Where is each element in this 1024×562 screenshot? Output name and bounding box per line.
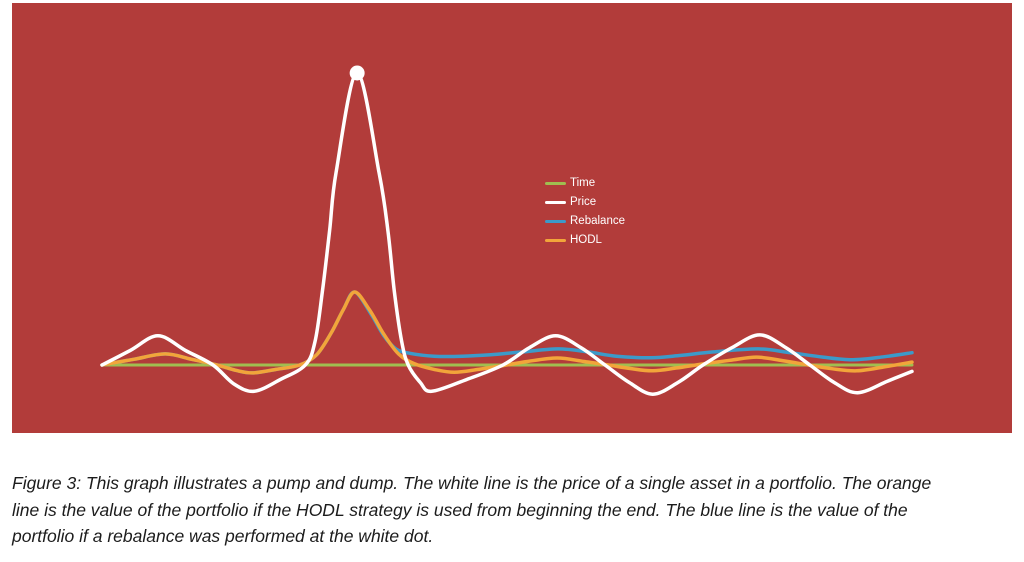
legend-label-time: Time	[570, 177, 596, 189]
time-line-swatch	[545, 182, 566, 185]
chart-panel: Time Price Rebalance HODL	[12, 3, 1012, 433]
chart-svg	[100, 65, 914, 396]
price-line-swatch	[545, 201, 566, 204]
caption-line-1: Figure 3: This graph illustrates a pump …	[12, 473, 932, 493]
hodl-line-swatch	[545, 239, 566, 242]
legend-label-hodl: HODL	[570, 234, 602, 246]
chart-legend: Time Price Rebalance HODL	[545, 174, 625, 250]
price-line	[100, 71, 914, 396]
hodl-line	[100, 290, 914, 375]
legend-item-price: Price	[545, 193, 625, 212]
caption-line-3: portfolio if a rebalance was performed a…	[12, 526, 434, 546]
legend-item-rebalance: Rebalance	[545, 212, 625, 231]
legend-item-time: Time	[545, 174, 625, 193]
caption-line-2: line is the value of the portfolio if th…	[12, 499, 908, 520]
legend-label-price: Price	[570, 196, 597, 208]
legend-label-rebalance: Rebalance	[570, 215, 625, 227]
rebalance-line-swatch	[545, 220, 566, 223]
legend-item-hodl: HODL	[545, 231, 625, 250]
white-dot	[349, 65, 365, 81]
figure-caption: Figure 3: This graph illustrates a pump …	[12, 470, 1022, 550]
